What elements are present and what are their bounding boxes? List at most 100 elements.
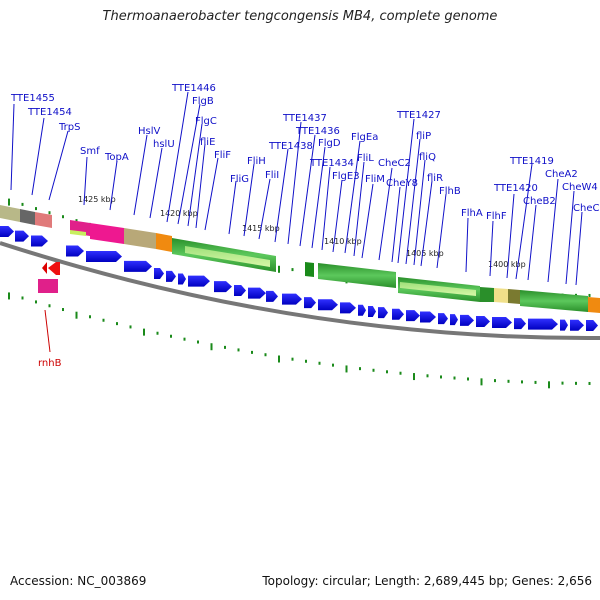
tick-mark [197,340,199,344]
tick-mark [453,376,456,380]
label-leader [506,193,515,279]
forward-gene-arrow [420,311,436,323]
label-leader [436,193,447,269]
forward-gene-arrow [438,313,448,325]
forward-gene-arrow [282,293,302,305]
gene-label: fliE [200,137,215,148]
tick-mark [426,374,429,378]
gene-label: FlgE3 [332,171,360,182]
genome-summary-text: Topology: circular; Length: 2,689,445 bp… [262,574,592,588]
tick-mark [548,381,550,389]
reverse-gene-arrow [42,262,47,274]
forward-gene-arrow [358,304,366,316]
forward-gene-arrow [304,297,316,309]
gene-label: TTE1454 [27,107,72,118]
label-leader [258,178,271,240]
forward-gene-arrow [266,290,278,302]
forward-gene-arrow [392,308,404,320]
tick-mark [291,268,294,272]
tick-mark [345,365,348,373]
label-leader [311,146,326,249]
label-leader [299,134,316,247]
tick-mark [129,325,132,329]
cog-segment [35,212,52,228]
scale-label: 1405 kbp [406,249,444,258]
tick-mark [35,300,37,304]
forward-gene-arrow [450,314,458,326]
forward-gene-arrow [318,299,338,311]
gene-label: fliQ [419,152,436,163]
tick-mark [359,367,361,371]
forward-gene-arrow [514,318,526,330]
forward-gene-arrow [15,230,29,242]
gene-label: TTE1436 [295,126,340,137]
reverse-genes: rnhB [38,262,62,369]
forward-gene-arrow [154,268,164,280]
label-leader [321,166,331,251]
gene-label: TTE1438 [268,141,313,152]
cog-segment [185,246,270,267]
label-leader [361,183,374,259]
label-leader [274,148,289,243]
label-leader [48,130,69,201]
genome-title: Thermoanaerobacter tengcongensis MB4, co… [102,9,498,24]
forward-gene-arrow [378,307,388,319]
tick-mark [467,377,469,381]
gene-label: CheW4 [562,182,598,193]
cog-segment [156,233,172,252]
forward-gene-arrow [166,270,176,282]
label-leader [353,161,365,257]
label-leader [31,117,45,196]
forward-gene-arrow [188,275,210,287]
gene-label: FlhA [461,208,483,219]
gene-label: HslV [138,126,161,137]
label-leader [575,211,583,286]
tick-mark [264,353,267,357]
accession-text: Accession: NC_003869 [10,574,147,588]
tick-mark [8,292,10,300]
tick-mark [372,368,375,372]
scale-label: 1400 kbp [488,260,526,269]
cog-segment [318,263,396,288]
gene-label: FlgC [195,116,217,127]
tick-mark [305,359,307,363]
tick-mark [575,381,577,385]
gene-label: TopA [104,152,129,163]
forward-gene-arrow [214,281,232,293]
cog-segment [508,289,520,304]
tick-mark [89,315,91,319]
gene-label: hslU [153,139,175,150]
tick-mark [116,322,118,326]
tick-mark [183,337,186,341]
gene-label-layer: TTE1455 TTE1454 TrpS Smf TopA HslV hslU … [10,83,599,286]
label-leader [10,103,15,191]
cog-segment [520,290,588,312]
label-leader [489,220,494,277]
forward-gene-arrow [66,245,84,257]
cog-segment [90,223,124,244]
tick-mark [440,375,442,379]
tick-mark [480,378,483,386]
forward-gene-arrow [406,310,420,322]
label-leader [420,180,433,267]
label-leader [515,163,533,280]
gene-label: FliG [230,174,249,185]
label-leader [527,204,537,281]
label-leader [565,190,575,285]
gene-label: FliM [365,174,385,185]
gene-label: TTE1434 [309,158,354,169]
tick-mark [48,304,51,308]
label-leader [243,163,255,237]
tick-mark [75,311,78,319]
cog-segment [400,282,476,296]
tick-mark [588,381,591,385]
reverse-gene-arrow [48,262,60,275]
cog-segment [480,287,494,302]
tick-mark [399,371,402,375]
gene-label: fliP [416,131,431,142]
tick-mark [494,379,496,383]
label-leader [397,118,415,264]
tick-mark [143,328,145,336]
tick-mark [318,361,321,365]
